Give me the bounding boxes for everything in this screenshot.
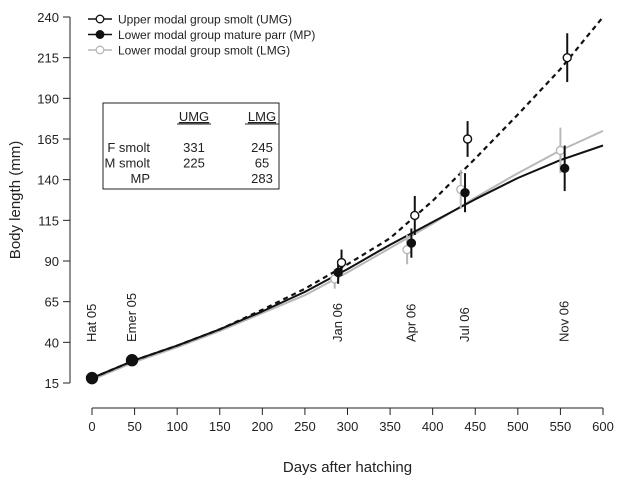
annotation-label: Jan 06 [330, 303, 345, 342]
y-tick-label: 15 [45, 376, 59, 391]
y-tick-label: 240 [37, 10, 59, 25]
legend: Upper modal group smolt (UMG)Lower modal… [88, 13, 315, 58]
table-row-label: F smolt [107, 140, 150, 155]
annotation-label: Jul 06 [457, 307, 472, 342]
y-tick-label: 115 [38, 213, 59, 228]
x-tick-label: 300 [337, 419, 359, 434]
annotation-label: Nov 06 [557, 301, 572, 342]
table-header: UMG [179, 109, 209, 124]
annotation-label: Emer 05 [124, 293, 139, 342]
data-point-umg [336, 257, 347, 268]
inset-table-border [102, 102, 280, 190]
legend-label-umg: Upper modal group smolt (UMG) [118, 13, 292, 27]
data-point-umg [462, 134, 473, 144]
table-cell: 331 [183, 140, 205, 155]
legend-marker-mp [95, 30, 105, 39]
x-tick-label: 200 [251, 419, 273, 434]
y-tick-label: 65 [45, 295, 59, 310]
data-point-lmg [555, 145, 566, 156]
table-row-label: MP [131, 171, 151, 186]
table-cell: 283 [251, 171, 273, 186]
y-tick-label: 140 [37, 173, 59, 188]
legend-label-mp: Lower modal group mature parr (MP) [118, 28, 315, 42]
x-tick-label: 450 [464, 419, 486, 434]
data-point-umg [410, 210, 420, 221]
series-line-umg [91, 16, 604, 380]
x-tick-label: 50 [127, 419, 141, 434]
table-cell: 65 [255, 156, 269, 171]
legend-marker-umg [95, 14, 105, 24]
data-point-mp [460, 187, 470, 198]
data-point-mp [125, 354, 139, 367]
table-cell: 245 [251, 140, 273, 155]
x-tick-label: 150 [209, 419, 231, 434]
data-point-mp [559, 163, 570, 173]
y-tick-label: 215 [37, 51, 59, 66]
x-tick-label: 100 [166, 419, 188, 434]
legend-label-lmg: Lower modal group smolt (LMG) [118, 44, 290, 58]
x-tick-label: 550 [550, 419, 572, 434]
y-axis-label: Body length (mm) [7, 141, 24, 259]
y-tick-label: 90 [45, 254, 59, 269]
inset-table: UMG LMG F smolt 331 245 M smolt 225 65 MP 283 [102, 102, 280, 190]
y-tick-label: 40 [45, 335, 59, 350]
table-row-label: M smolt [105, 156, 151, 171]
x-tick-label: 250 [294, 419, 316, 434]
annotation-label: Hat 05 [84, 304, 99, 342]
x-tick-label: 600 [592, 419, 614, 434]
table-cell: 225 [183, 156, 205, 171]
x-tick-label: 500 [507, 419, 529, 434]
data-point-mp [406, 238, 417, 248]
legend-marker-lmg [95, 45, 105, 55]
y-tick-label: 165 [37, 132, 59, 147]
x-tick-label: 0 [88, 419, 95, 434]
x-tick-label: 400 [422, 419, 444, 434]
y-tick-label: 190 [37, 91, 59, 106]
x-axis-label: Days after hatching [283, 459, 412, 476]
data-point-mp [85, 371, 99, 385]
series-line-lmg [91, 129, 604, 381]
x-tick-label: 350 [379, 419, 401, 434]
table-header: LMG [248, 109, 276, 124]
annotation-label: Apr 06 [403, 304, 418, 342]
data-point-umg [562, 52, 572, 63]
